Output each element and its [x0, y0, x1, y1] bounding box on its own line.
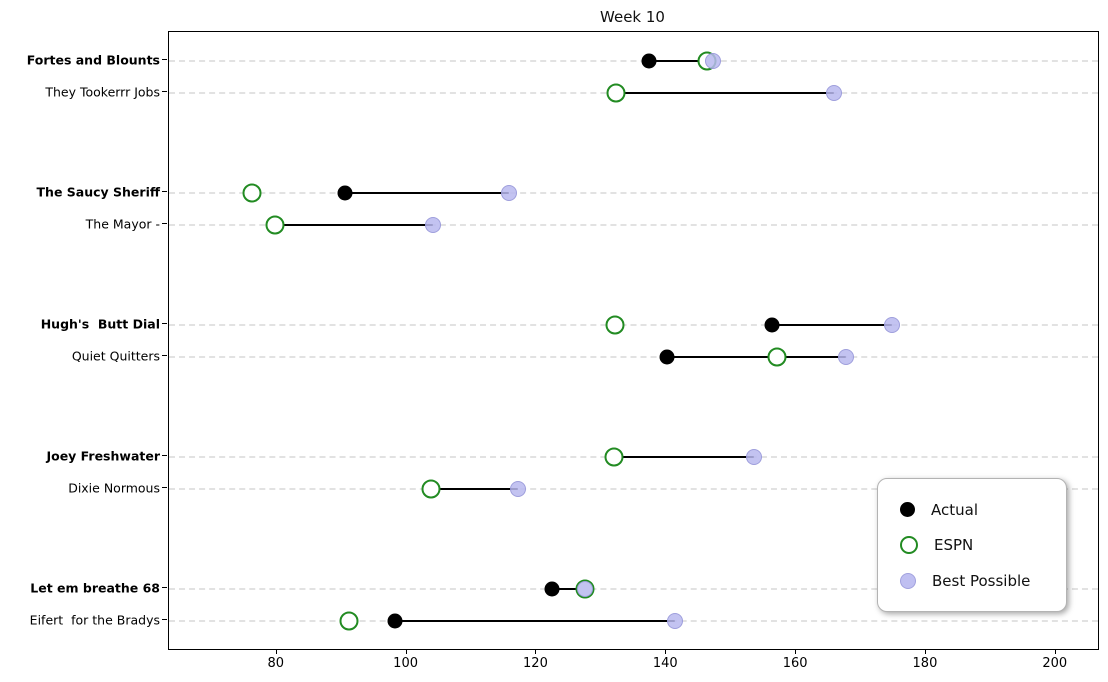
actual-to-best-connector: [772, 323, 892, 327]
legend: Actual ESPN Best Possible: [877, 478, 1067, 612]
best-possible-marker-icon: [900, 572, 916, 589]
legend-entry-actual: Actual: [900, 501, 1066, 519]
best-possible-marker: [577, 581, 594, 598]
actual-to-best-connector: [613, 455, 754, 459]
chart-title: Week 10: [600, 8, 665, 26]
y-tick: [162, 487, 167, 489]
y-tick-label-team: Fortes and Blounts: [26, 52, 160, 68]
y-tick-label-team: The Mayor -: [85, 216, 160, 232]
x-tick-label: 180: [912, 656, 938, 671]
actual-to-best-connector: [666, 355, 847, 359]
espn-marker: [242, 183, 262, 203]
best-possible-marker: [705, 52, 722, 69]
legend-label-espn: ESPN: [934, 536, 974, 554]
y-tick-label-team: Dixie Normous: [68, 480, 160, 496]
legend-entry-espn: ESPN: [900, 536, 1066, 554]
actual-to-best-connector: [344, 191, 509, 195]
y-tick: [162, 355, 167, 357]
x-tick-label: 80: [267, 656, 285, 671]
x-tick-label: 160: [782, 656, 808, 671]
best-possible-marker: [666, 613, 683, 630]
actual-marker: [641, 53, 657, 69]
actual-marker: [659, 349, 675, 365]
legend-entry-best-possible: Best Possible: [900, 572, 1066, 590]
espn-marker: [339, 611, 359, 631]
x-tick: [1054, 649, 1056, 654]
x-tick: [405, 649, 407, 654]
x-tick: [535, 649, 537, 654]
best-possible-marker: [424, 217, 441, 234]
x-tick: [795, 649, 797, 654]
actual-marker: [544, 581, 560, 597]
actual-to-best-connector: [648, 59, 714, 63]
x-tick-label: 100: [393, 656, 419, 671]
espn-marker: [421, 479, 441, 499]
actual-marker-icon: [900, 502, 915, 517]
best-possible-marker: [838, 349, 855, 366]
espn-marker: [265, 215, 285, 235]
espn-marker: [604, 447, 624, 467]
actual-to-best-connector: [274, 223, 433, 227]
y-tick-label-team: Let em breathe 68: [30, 580, 160, 596]
best-possible-marker: [825, 85, 842, 102]
best-possible-marker: [883, 317, 900, 334]
legend-label-best-possible: Best Possible: [932, 571, 1031, 590]
legend-label-actual: Actual: [931, 500, 978, 519]
plot-area: [168, 31, 1099, 650]
actual-to-best-connector: [430, 487, 518, 491]
espn-marker: [767, 347, 787, 367]
y-tick: [162, 619, 167, 621]
y-tick-label-team: Quiet Quitters: [71, 348, 160, 364]
y-tick-label-team: Hugh's Butt Dial: [40, 316, 160, 332]
espn-marker: [606, 83, 626, 103]
y-tick: [162, 59, 167, 61]
actual-marker: [387, 613, 403, 629]
best-possible-marker: [500, 185, 517, 202]
row-gridline: [169, 224, 1098, 227]
y-tick: [162, 223, 167, 225]
y-tick: [162, 455, 167, 457]
y-tick-label-team: Joey Freshwater: [46, 448, 160, 464]
y-tick: [162, 91, 167, 93]
row-gridline: [169, 588, 1098, 591]
row-gridline: [169, 356, 1098, 359]
x-tick: [275, 649, 277, 654]
espn-marker: [605, 315, 625, 335]
best-possible-marker: [509, 481, 526, 498]
row-gridline: [169, 59, 1098, 62]
y-tick: [162, 191, 167, 193]
y-tick-label-team: They Tookerrr Jobs: [45, 84, 160, 100]
x-tick-label: 200: [1042, 656, 1068, 671]
actual-to-best-connector: [615, 91, 834, 95]
actual-to-best-connector: [552, 587, 586, 591]
x-tick: [924, 649, 926, 654]
actual-marker: [337, 185, 353, 201]
x-tick-label: 140: [652, 656, 678, 671]
y-tick-label-team: The Saucy Sheriff: [36, 184, 160, 200]
x-tick-label: 120: [523, 656, 548, 671]
row-gridline: [169, 324, 1098, 327]
y-tick: [162, 323, 167, 325]
actual-to-best-connector: [394, 619, 675, 623]
row-gridline: [169, 192, 1098, 195]
y-tick-label-team: Eifert for the Bradys: [29, 612, 160, 628]
best-possible-marker: [745, 449, 762, 466]
x-tick: [665, 649, 667, 654]
y-tick: [162, 587, 167, 589]
row-gridline: [169, 488, 1098, 491]
espn-marker-icon: [900, 536, 918, 554]
actual-marker: [764, 317, 780, 333]
